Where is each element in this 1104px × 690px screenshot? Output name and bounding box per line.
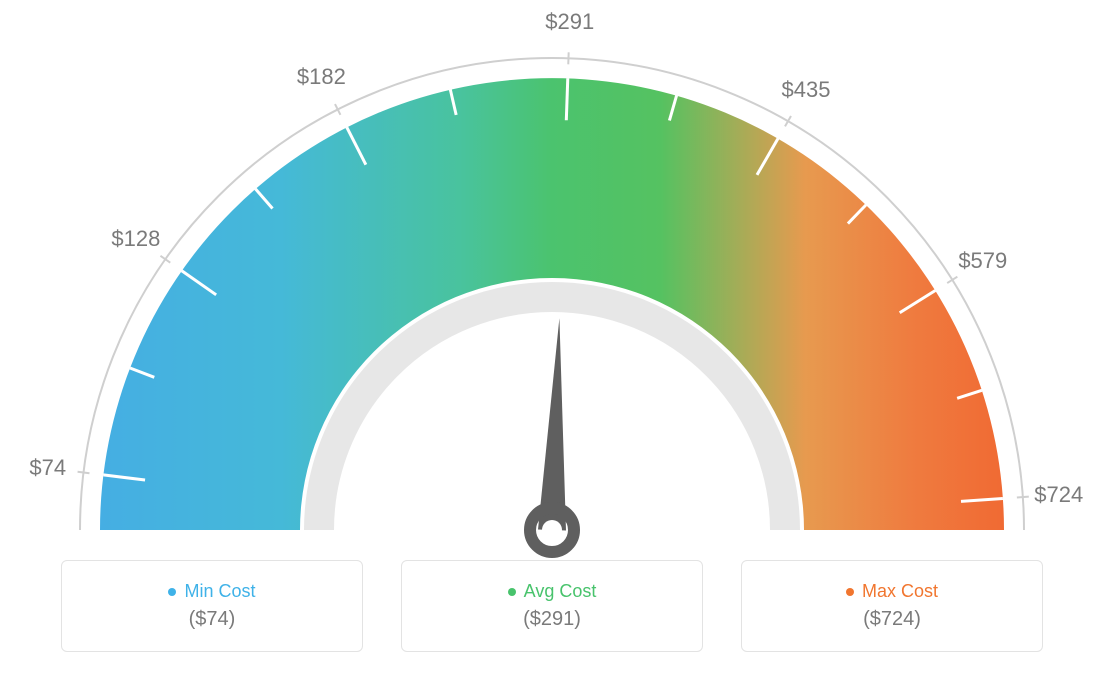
gauge-tick-label: $182 [297,64,346,90]
legend-title-avg: Avg Cost [508,581,597,602]
gauge-tick-label: $724 [1034,482,1083,508]
gauge-tick-label: $128 [111,226,160,252]
legend-value-max: ($724) [863,608,921,631]
gauge-tick-label: $291 [545,9,594,35]
legend-value-avg: ($291) [523,608,581,631]
legend-title-max: Max Cost [846,581,938,602]
legend-title-text: Avg Cost [524,581,597,602]
gauge-chart: $74 $128 $182 $291 $435 $579 $724 [0,0,1104,560]
legend-title-text: Min Cost [184,581,255,602]
legend-title-text: Max Cost [862,581,938,602]
gauge-tick-label: $435 [782,77,831,103]
legend-value-min: ($74) [189,608,236,631]
dot-icon [508,588,516,596]
legend-card-avg: Avg Cost ($291) [401,560,703,652]
legend-card-min: Min Cost ($74) [61,560,363,652]
legend-row: Min Cost ($74) Avg Cost ($291) Max Cost … [0,560,1104,672]
gauge-tick-label: $74 [29,455,66,481]
dot-icon [168,588,176,596]
legend-card-max: Max Cost ($724) [741,560,1043,652]
gauge-tick-label: $579 [958,248,1007,274]
gauge-svg [0,0,1104,560]
legend-title-min: Min Cost [168,581,255,602]
dot-icon [846,588,854,596]
